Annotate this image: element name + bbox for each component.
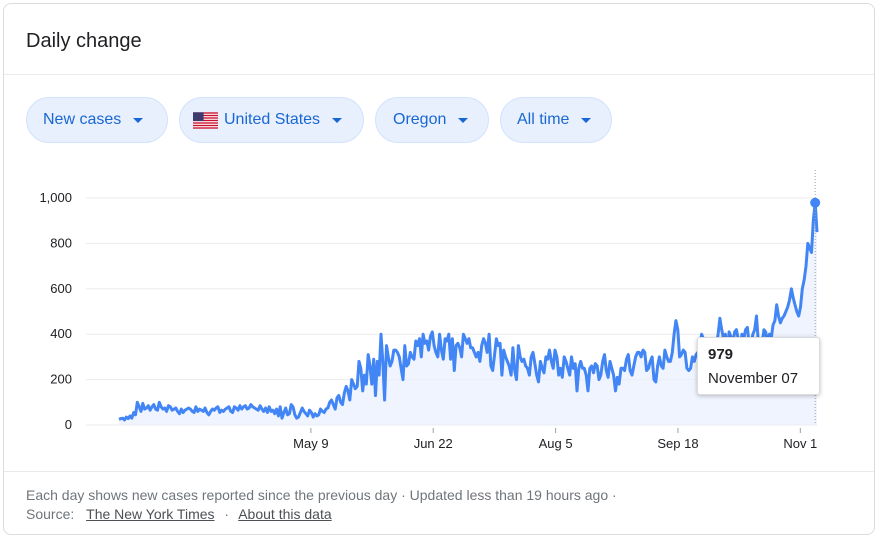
footer-note: Each day shows new cases reported since … xyxy=(26,487,617,503)
x-tick-label: Aug 5 xyxy=(539,436,573,451)
source-label: Source: xyxy=(26,506,75,522)
y-tick-label: 1,000 xyxy=(39,190,72,205)
x-axis: May 9 Jun 22 Aug 5 Sep 18 Nov 1 xyxy=(293,428,817,451)
chevron-down-icon xyxy=(332,117,343,123)
time-range-dropdown[interactable]: All time xyxy=(500,97,612,143)
y-tick-label: 200 xyxy=(50,372,72,387)
hover-point[interactable] xyxy=(810,197,821,208)
y-tick-label: 400 xyxy=(50,326,72,341)
tooltip-date: November 07 xyxy=(708,370,799,387)
series-area xyxy=(119,202,817,425)
x-tick-label: Nov 1 xyxy=(783,436,817,451)
about-data-link[interactable]: About this data xyxy=(238,506,332,522)
footer-separator: · xyxy=(224,506,230,522)
y-axis: 0 200 400 600 800 1,000 xyxy=(39,190,72,432)
footer-divider xyxy=(4,471,874,472)
x-tick-label: May 9 xyxy=(293,436,328,451)
y-tick-label: 600 xyxy=(50,281,72,296)
x-tick-label: Sep 18 xyxy=(657,436,698,451)
daily-change-card: Daily change New cases United States Ore… xyxy=(3,3,875,535)
chevron-down-icon xyxy=(133,117,144,123)
us-flag-icon xyxy=(193,111,218,129)
header-divider xyxy=(4,74,874,75)
region-dropdown[interactable]: Oregon xyxy=(375,97,489,143)
time-range-dropdown-label: All time xyxy=(517,111,570,128)
chevron-down-icon xyxy=(458,117,469,123)
country-dropdown[interactable]: United States xyxy=(179,97,364,143)
region-dropdown-label: Oregon xyxy=(393,111,447,128)
country-dropdown-label: United States xyxy=(224,111,321,128)
x-tick-label: Jun 22 xyxy=(414,436,453,451)
footer: Each day shows new cases reported since … xyxy=(26,486,617,524)
y-tick-label: 0 xyxy=(65,417,72,432)
y-tick-label: 800 xyxy=(50,235,72,250)
chevron-down-icon xyxy=(581,117,592,123)
data-tooltip: 979 November 07 xyxy=(697,337,820,395)
card-title: Daily change xyxy=(26,30,142,52)
metric-dropdown[interactable]: New cases xyxy=(26,97,168,143)
daily-cases-chart: 0 200 400 600 800 1,000 May 9 Jun 22 Aug 5 Sep 1… xyxy=(39,170,821,451)
source-link[interactable]: The New York Times xyxy=(86,506,215,522)
tooltip-value: 979 xyxy=(708,346,734,363)
metric-dropdown-label: New cases xyxy=(43,111,122,128)
